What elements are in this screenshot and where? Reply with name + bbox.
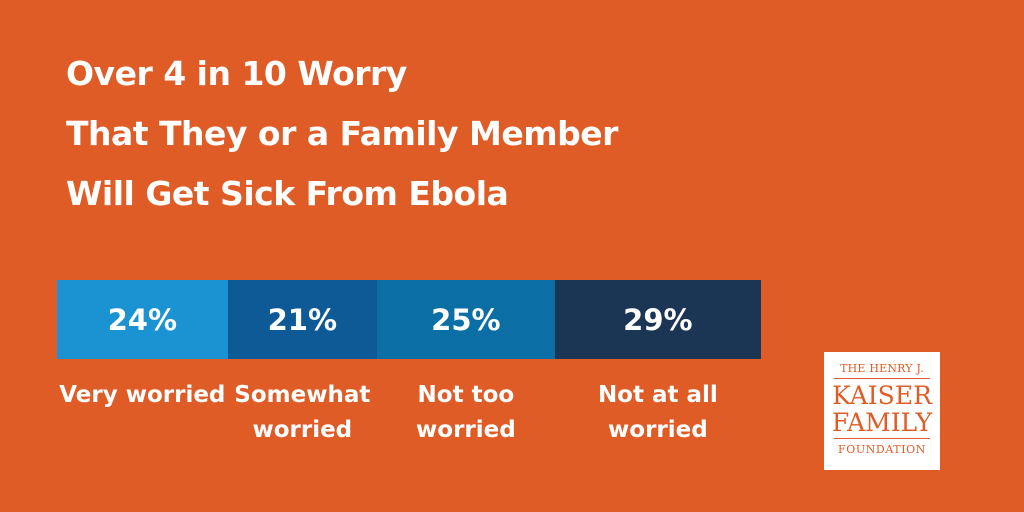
data-label: 24% bbox=[107, 302, 178, 337]
bar-segment-very-worried: 24% bbox=[57, 280, 228, 359]
category-label: Somewhat worried bbox=[234, 382, 371, 443]
data-label: 25% bbox=[431, 302, 501, 337]
stacked-bar: 24% 21% 25% 29% bbox=[57, 280, 761, 359]
logo-divider bbox=[834, 378, 930, 379]
logo-divider bbox=[834, 438, 930, 439]
category-label: Very worried bbox=[59, 382, 226, 408]
logo-line-3: FAMILY bbox=[831, 408, 933, 437]
stacked-bar-chart: 24% 21% 25% 29% Very worried Somewhat worrie… bbox=[57, 280, 761, 450]
kaiser-family-foundation-logo: THE HENRY J. KAISER FAMILY FOUNDATION bbox=[824, 352, 940, 470]
bar-segment-not-at-all-worried: 29% bbox=[554, 280, 761, 359]
category-label: Not at all worried bbox=[597, 382, 718, 443]
data-label: 21% bbox=[267, 302, 338, 337]
logo-line-1: THE HENRY J. bbox=[840, 362, 924, 375]
title-line-1: Over 4 in 10 Worry bbox=[66, 54, 407, 93]
logo-line-4: FOUNDATION bbox=[837, 443, 927, 456]
chart-title: Over 4 in 10 Worry That They or a Family… bbox=[66, 44, 826, 224]
title-line-3: Will Get Sick From Ebola bbox=[66, 174, 509, 213]
category-label: Not too worried bbox=[416, 382, 516, 443]
data-label: 29% bbox=[623, 302, 693, 337]
logo-line-2: KAISER bbox=[832, 381, 932, 410]
bar-segment-not-too-worried: 25% bbox=[377, 280, 555, 359]
title-line-2: That They or a Family Member bbox=[66, 114, 618, 153]
bar-segment-somewhat-worried: 21% bbox=[227, 280, 377, 359]
